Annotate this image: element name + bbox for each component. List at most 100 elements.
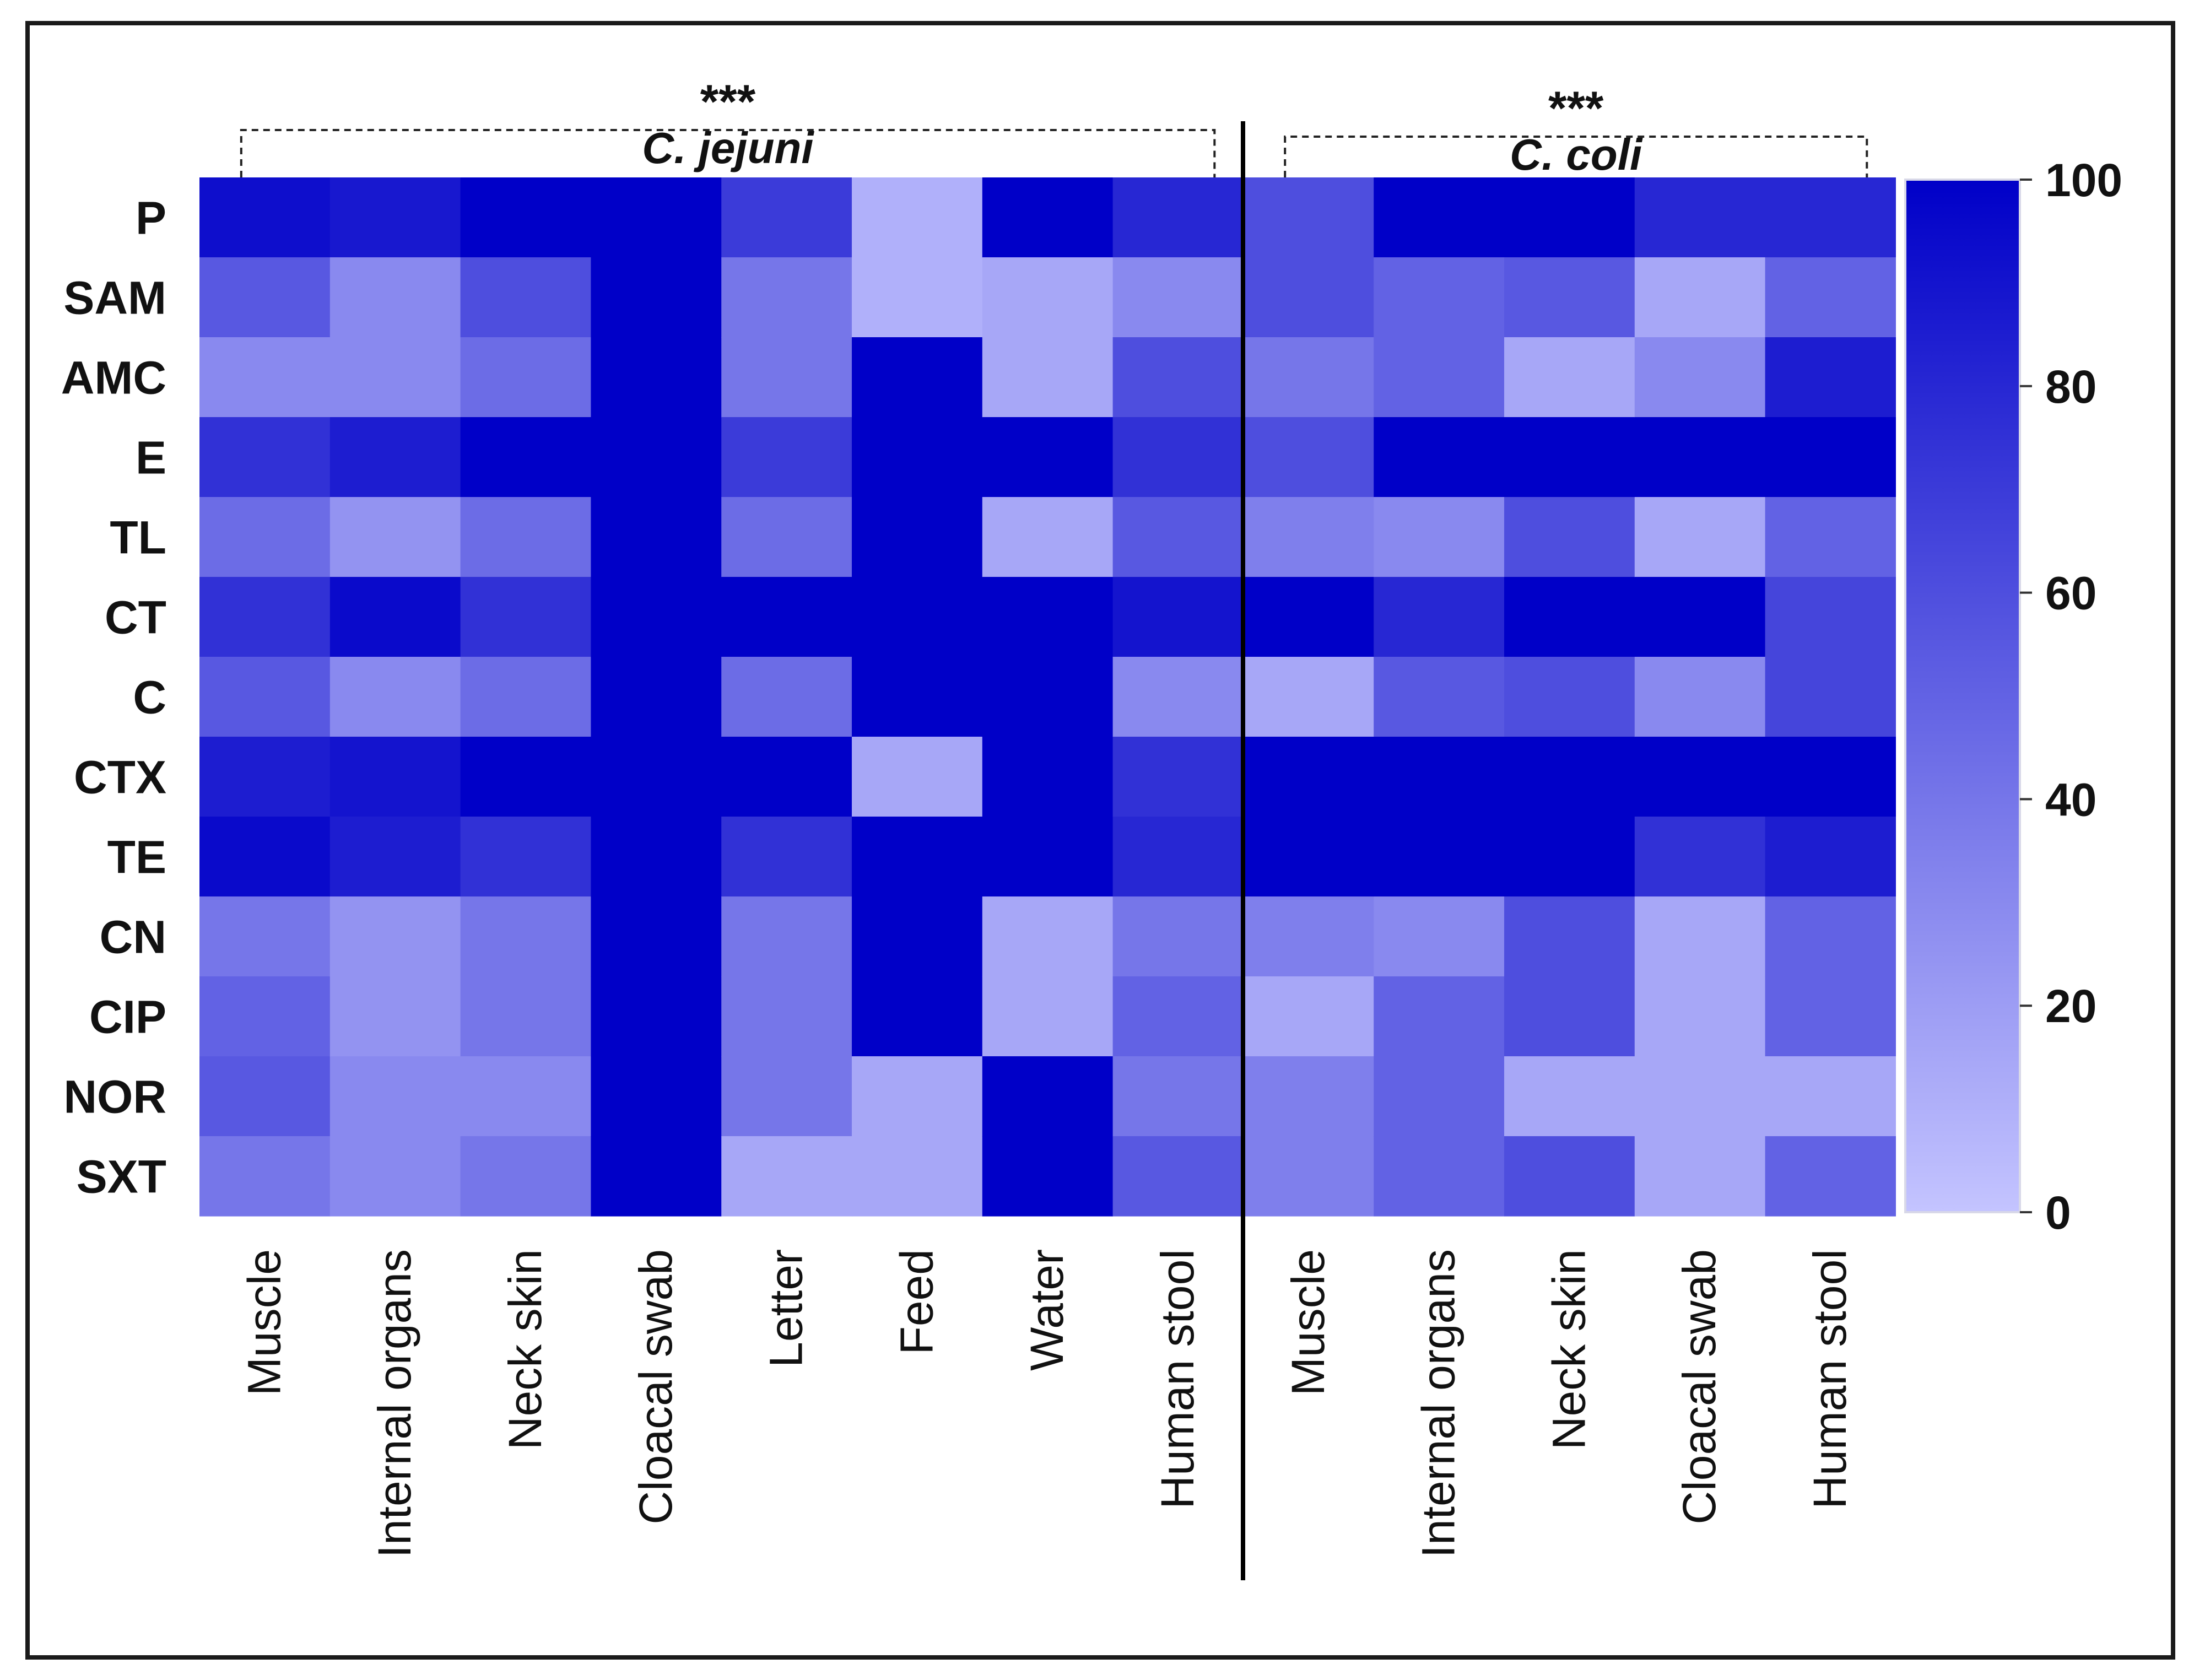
row-label-sam: SAM: [63, 272, 166, 324]
heatmap-cell-c-jejuni-ctx-feed: [852, 737, 983, 817]
heatmap-cell-c-coli-ct-human-stool: [1765, 577, 1896, 657]
heatmap-cell-c-jejuni-tl-human-stool: [1112, 497, 1244, 577]
heatmap-cell-c-jejuni-e-feed: [852, 417, 983, 498]
heatmap-cell-c-jejuni-sxt-internal-organs: [329, 1136, 461, 1217]
heatmap-cell-c-jejuni-cn-feed: [852, 896, 983, 977]
heatmap-cell-c-jejuni-te-neck-skin: [460, 817, 591, 897]
column-label-c-coli-internal-organs: Internal organs: [1413, 1249, 1465, 1558]
heatmap-cell-c-jejuni-amc-neck-skin: [460, 337, 591, 418]
row-label-c: C: [133, 672, 166, 723]
heatmap-cell-c-jejuni-te-cloacal-swab: [591, 817, 722, 897]
heatmap-cell-c-jejuni-ct-neck-skin: [460, 577, 591, 657]
heatmap-cell-c-jejuni-nor-internal-organs: [329, 1056, 461, 1137]
row-label-amc: AMC: [61, 352, 166, 404]
heatmap-cell-c-jejuni-tl-feed: [852, 497, 983, 577]
heatmap-cell-c-jejuni-sam-human-stool: [1112, 257, 1244, 338]
heatmap-cell-c-coli-sxt-internal-organs: [1374, 1136, 1505, 1217]
row-label-ct: CT: [105, 592, 166, 644]
heatmap-cell-c-coli-e-neck-skin: [1504, 417, 1635, 498]
heatmap-cell-c-jejuni-amc-human-stool: [1112, 337, 1244, 418]
heatmap-cell-c-jejuni-p-neck-skin: [460, 177, 591, 258]
group-label-c-coli: C. coli: [1510, 130, 1643, 179]
heatmap-cell-c-jejuni-p-water: [982, 177, 1114, 258]
colorbar-tick-label-0: 0: [2045, 1187, 2071, 1239]
heatmap-cell-c-jejuni-amc-cloacal-swab: [591, 337, 722, 418]
heatmap-cell-c-coli-e-human-stool: [1765, 417, 1896, 498]
heatmap-cell-c-jejuni-ctx-neck-skin: [460, 737, 591, 817]
heatmap-cell-c-coli-c-human-stool: [1765, 657, 1896, 737]
heatmap-cell-c-coli-sam-human-stool: [1765, 257, 1896, 338]
heatmap-cell-c-jejuni-p-feed: [852, 177, 983, 258]
heatmap-cell-c-coli-ct-muscle: [1243, 577, 1374, 657]
heatmap-cell-c-jejuni-e-internal-organs: [329, 417, 461, 498]
heatmap-cell-c-jejuni-te-internal-organs: [329, 817, 461, 897]
heatmap-cell-c-coli-c-neck-skin: [1504, 657, 1635, 737]
heatmap-cell-c-jejuni-cn-neck-skin: [460, 896, 591, 977]
heatmap-cell-c-jejuni-c-neck-skin: [460, 657, 591, 737]
heatmap-cell-c-coli-ct-neck-skin: [1504, 577, 1635, 657]
heatmap-cell-c-jejuni-ct-letter: [721, 577, 852, 657]
heatmap-cell-c-jejuni-e-letter: [721, 417, 852, 498]
heatmap-cell-c-jejuni-amc-muscle: [199, 337, 331, 418]
heatmap-cell-c-jejuni-sam-letter: [721, 257, 852, 338]
heatmap-cell-c-jejuni-nor-muscle: [199, 1056, 331, 1137]
heatmap-cell-c-coli-c-muscle: [1243, 657, 1374, 737]
heatmap-cell-c-jejuni-cip-neck-skin: [460, 976, 591, 1057]
heatmap-cell-c-jejuni-amc-internal-organs: [329, 337, 461, 418]
heatmap-cell-c-coli-tl-human-stool: [1765, 497, 1896, 577]
heatmap-cell-c-coli-sam-muscle: [1243, 257, 1374, 338]
heatmap-cell-c-jejuni-sxt-water: [982, 1136, 1114, 1217]
heatmap-cell-c-coli-sxt-neck-skin: [1504, 1136, 1635, 1217]
heatmap-cell-c-coli-e-muscle: [1243, 417, 1374, 498]
row-label-cn: CN: [100, 911, 166, 963]
heatmap-cell-c-jejuni-amc-feed: [852, 337, 983, 418]
heatmap-cell-c-jejuni-sam-muscle: [199, 257, 331, 338]
heatmap-cell-c-jejuni-cip-water: [982, 976, 1114, 1057]
heatmap-cells: [199, 177, 1896, 1217]
column-label-c-jejuni-feed: Feed: [890, 1249, 942, 1354]
heatmap-cell-c-jejuni-tl-water: [982, 497, 1114, 577]
heatmap-cell-c-jejuni-sam-feed: [852, 257, 983, 338]
heatmap-cell-c-coli-ctx-neck-skin: [1504, 737, 1635, 817]
heatmap-cell-c-coli-cn-muscle: [1243, 896, 1374, 977]
heatmap-cell-c-coli-ct-internal-organs: [1374, 577, 1505, 657]
heatmap-cell-c-jejuni-cn-cloacal-swab: [591, 896, 722, 977]
column-label-c-jejuni-cloacal-swab: Cloacal swab: [630, 1249, 682, 1525]
group-bracket-c-jejuni: [240, 129, 1216, 177]
heatmap-cell-c-coli-tl-internal-organs: [1374, 497, 1505, 577]
row-label-sxt: SXT: [77, 1151, 166, 1203]
heatmap-cell-c-coli-te-muscle: [1243, 817, 1374, 897]
heatmap-cell-c-coli-tl-neck-skin: [1504, 497, 1635, 577]
heatmap-cell-c-jejuni-c-cloacal-swab: [591, 657, 722, 737]
heatmap-cell-c-coli-sam-internal-organs: [1374, 257, 1505, 338]
heatmap-cell-c-jejuni-ctx-human-stool: [1112, 737, 1244, 817]
heatmap-cell-c-jejuni-cip-cloacal-swab: [591, 976, 722, 1057]
heatmap-cell-c-coli-te-cloacal-swab: [1634, 817, 1766, 897]
heatmap-cell-c-jejuni-cip-muscle: [199, 976, 331, 1057]
column-label-c-coli-cloacal-swab: Cloacal swab: [1673, 1249, 1725, 1525]
heatmap-cell-c-jejuni-e-human-stool: [1112, 417, 1244, 498]
heatmap-cell-c-coli-nor-internal-organs: [1374, 1056, 1505, 1137]
heatmap-cell-c-jejuni-nor-letter: [721, 1056, 852, 1137]
heatmap-cell-c-coli-c-cloacal-swab: [1634, 657, 1766, 737]
heatmap-cell-c-coli-amc-human-stool: [1765, 337, 1896, 418]
heatmap-cell-c-jejuni-tl-letter: [721, 497, 852, 577]
column-label-c-coli-human-stool: Human stool: [1804, 1249, 1856, 1509]
heatmap-cell-c-coli-cn-human-stool: [1765, 896, 1896, 977]
heatmap-cell-c-jejuni-ct-human-stool: [1112, 577, 1244, 657]
heatmap-cell-c-jejuni-sxt-letter: [721, 1136, 852, 1217]
heatmap-cell-c-jejuni-sxt-feed: [852, 1136, 983, 1217]
heatmap-cell-c-jejuni-c-letter: [721, 657, 852, 737]
row-label-e: E: [136, 432, 166, 484]
heatmap-cell-c-coli-sxt-muscle: [1243, 1136, 1374, 1217]
heatmap-cell-c-jejuni-amc-letter: [721, 337, 852, 418]
heatmap-cell-c-jejuni-cip-letter: [721, 976, 852, 1057]
heatmap-cell-c-coli-amc-cloacal-swab: [1634, 337, 1766, 418]
colorbar-gradient: [1904, 179, 2021, 1213]
heatmap-cell-c-coli-p-neck-skin: [1504, 177, 1635, 258]
column-label-c-jejuni-muscle: Muscle: [238, 1249, 290, 1396]
heatmap-cell-c-coli-sxt-human-stool: [1765, 1136, 1896, 1217]
colorbar-tick-label-100: 100: [2045, 154, 2122, 206]
colorbar-tick-label-40: 40: [2045, 774, 2096, 825]
